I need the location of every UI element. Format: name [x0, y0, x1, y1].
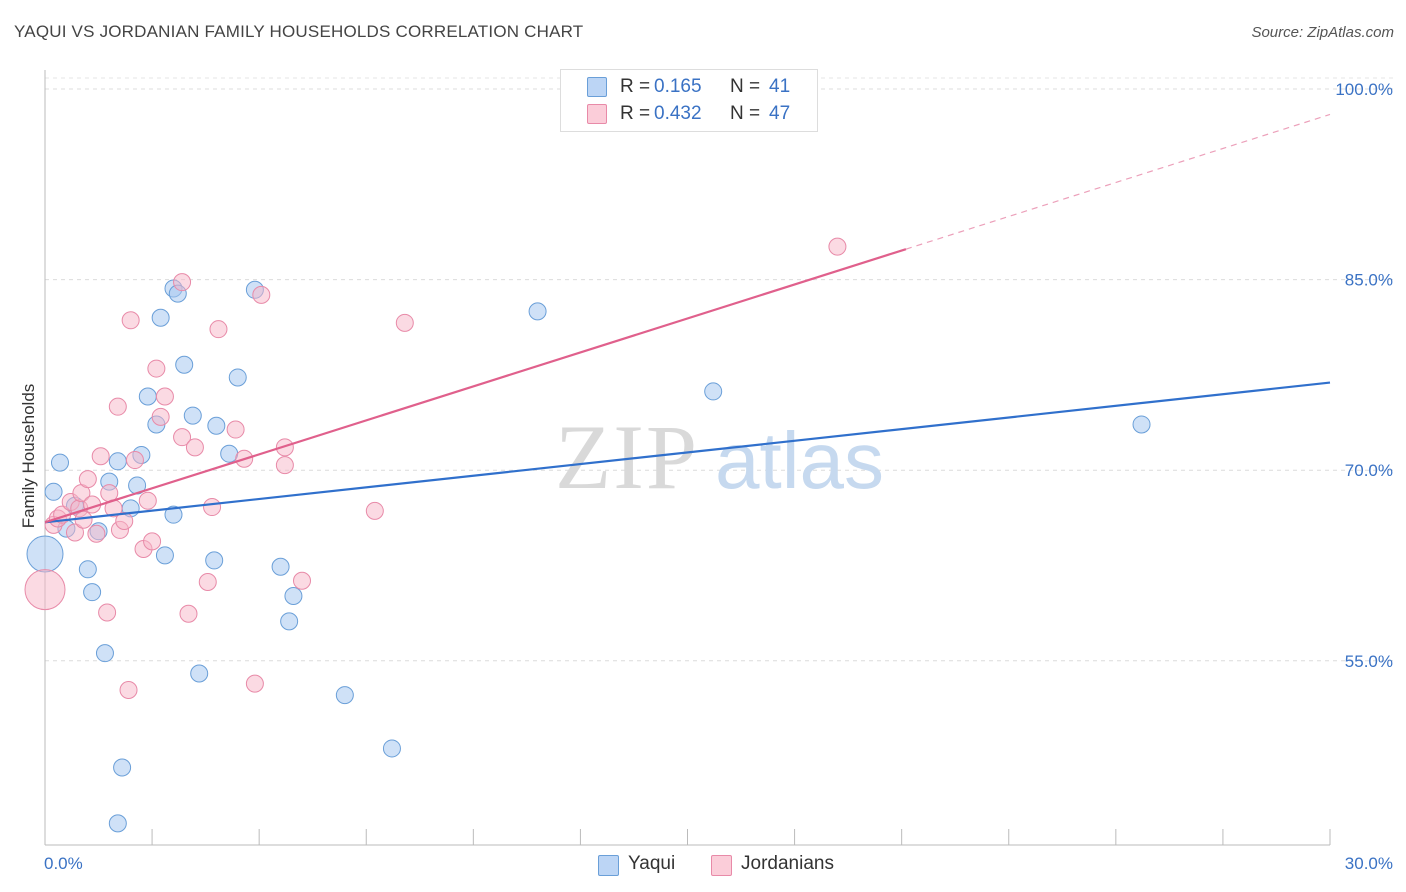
yaqui-point	[228, 368, 247, 387]
yaqui-point	[151, 308, 170, 327]
yaqui-point	[175, 355, 194, 374]
yaqui-point	[50, 453, 69, 472]
jordanians-point	[365, 501, 384, 520]
jordanians-point	[275, 456, 294, 475]
legend-swatch-yaqui	[587, 77, 607, 97]
chart-title: YAQUI VS JORDANIAN FAMILY HOUSEHOLDS COR…	[14, 22, 584, 41]
jordanians-point	[252, 285, 271, 304]
watermark: ZIP atlas	[555, 406, 884, 508]
yaqui-point	[207, 416, 226, 435]
yaqui-point	[382, 739, 401, 758]
jordanians-point	[125, 451, 144, 470]
yaqui-point	[155, 546, 174, 565]
y-tick-label: 70.0%	[1345, 461, 1393, 480]
axes	[44, 70, 1331, 846]
legend: R = 0.165 N = 41 R = 0.432 N = 47	[560, 69, 818, 132]
yaqui-point	[528, 302, 547, 321]
yaqui-point	[44, 482, 63, 501]
jordanians-point	[65, 523, 84, 542]
legend-n-value: 47	[769, 103, 791, 124]
legend-r-value: 0.165	[654, 76, 702, 97]
jordanians-point	[173, 273, 192, 292]
yaqui-point	[220, 444, 239, 463]
jordanians-point	[155, 387, 174, 406]
y-tick-label: 85.0%	[1345, 271, 1393, 290]
jordanians-point	[78, 470, 97, 489]
yaqui-point	[83, 583, 102, 602]
watermark-zip: ZIP	[555, 406, 699, 508]
jordanians-point	[98, 603, 117, 622]
watermark-atlas: atlas	[715, 416, 884, 505]
jordanians-point	[143, 532, 162, 551]
jordanians-trend-extension	[905, 113, 1331, 250]
yaqui-point	[190, 664, 209, 683]
jordanians-point	[87, 524, 106, 543]
jordanians-point	[226, 420, 245, 439]
jordanians-point	[828, 237, 847, 256]
jordanians-point	[209, 320, 228, 339]
jordanians-point	[115, 512, 134, 531]
yaqui-point	[183, 406, 202, 425]
jordanians-point	[119, 681, 138, 699]
jordanians-point	[293, 571, 311, 590]
yaqui-point	[113, 758, 132, 777]
yaqui-point	[26, 535, 64, 573]
gridlines	[45, 77, 1395, 662]
jordanians-point	[121, 311, 140, 330]
yaqui-point	[284, 586, 303, 605]
jordanians-point	[138, 491, 157, 510]
legend-swatch-jordanians	[587, 104, 607, 124]
y-tick-label: 100.0%	[1335, 80, 1393, 99]
jordanians-point	[245, 674, 264, 693]
y-tick-label: 55.0%	[1345, 652, 1393, 671]
series-yaqui-points	[26, 279, 1151, 833]
jordanians-point	[24, 569, 66, 611]
yaqui-point	[95, 644, 114, 663]
yaqui-point	[78, 560, 97, 579]
jordanians-point	[147, 359, 166, 378]
yaqui-point	[1132, 415, 1151, 434]
x-tick-label-max: 30.0%	[1345, 854, 1393, 873]
bottom-legend-swatch-yaqui	[598, 855, 619, 876]
jordanians-point	[179, 604, 198, 623]
bottom-legend-label-yaqui: Yaqui	[628, 853, 676, 874]
jordanians-point	[203, 498, 222, 517]
jordanians-trend-line	[44, 248, 907, 524]
jordanians-point	[108, 397, 127, 416]
legend-n-label: N =	[730, 103, 761, 124]
legend-r-label: R =	[620, 103, 651, 124]
jordanians-point	[151, 407, 170, 426]
x-tick-label-min: 0.0%	[44, 854, 83, 873]
jordanians-point	[395, 313, 414, 332]
trend-lines	[44, 113, 1331, 524]
jordanians-point	[173, 428, 192, 447]
legend-row-jordanians: R = 0.432 N = 47	[587, 101, 819, 127]
yaqui-point	[138, 387, 157, 406]
source-label: Source: ZipAtlas.com	[1251, 24, 1394, 41]
yaqui-point	[704, 382, 723, 401]
yaqui-point	[108, 814, 127, 833]
jordanians-point	[185, 438, 204, 457]
y-axis-label: Family Households	[19, 384, 38, 529]
legend-row-yaqui: R = 0.165 N = 41	[587, 74, 819, 100]
series-jordanians-points	[24, 237, 847, 699]
jordanians-point	[198, 573, 217, 592]
yaqui-point	[280, 612, 299, 631]
yaqui-point	[335, 686, 354, 705]
yaqui-point	[164, 505, 183, 524]
yaqui-point	[108, 452, 127, 471]
yaqui-point	[271, 557, 290, 576]
legend-r-label: R =	[620, 76, 651, 97]
bottom-legend-swatch-jordanians	[711, 855, 732, 876]
yaqui-trend-line	[44, 381, 1331, 524]
legend-r-value: 0.432	[654, 103, 702, 124]
tick-labels: 55.0% 70.0% 85.0% 100.0% 0.0% 30.0%	[44, 80, 1393, 873]
bottom-legend-label-jordanians: Jordanians	[741, 853, 834, 874]
legend-n-value: 41	[769, 76, 791, 97]
legend-n-label: N =	[730, 76, 761, 97]
yaqui-point	[205, 551, 224, 570]
jordanians-point	[91, 447, 110, 466]
